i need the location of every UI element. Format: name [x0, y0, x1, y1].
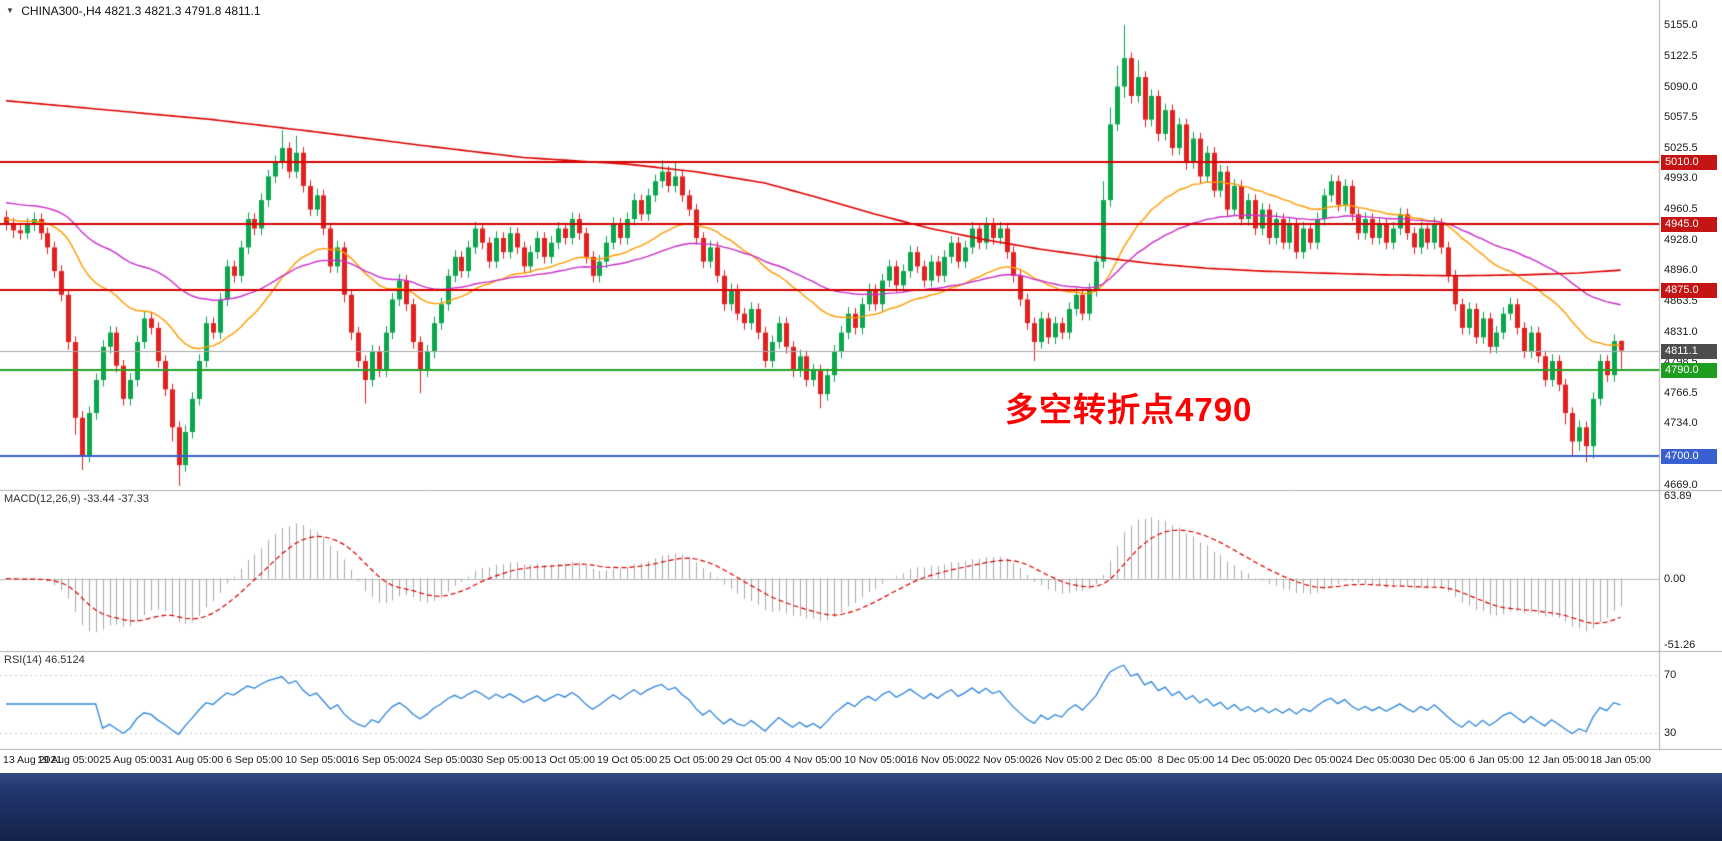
time-tick-label: 14 Dec 05:00	[1216, 754, 1280, 766]
symbol-dropdown-icon: ▼	[6, 6, 14, 15]
price-tag: 4945.0	[1661, 216, 1717, 232]
macd-label: MACD(12,26,9) -33.44 -37.33	[4, 493, 149, 505]
time-tick-label: 12 Jan 05:00	[1528, 754, 1589, 766]
price-tick-label: 4669.0	[1664, 479, 1698, 491]
time-tick-label: 10 Nov 05:00	[844, 754, 907, 766]
price-tick-label: 5090.0	[1664, 80, 1698, 93]
time-tick-label: 6 Sep 05:00	[226, 754, 283, 766]
price-tick-label: 4960.5	[1664, 203, 1698, 216]
price-tick-label: 4831.0	[1664, 325, 1698, 338]
time-tick-label: 25 Aug 05:00	[99, 754, 162, 766]
time-tick-label: 24 Dec 05:00	[1340, 754, 1404, 766]
time-tick-label: 20 Dec 05:00	[1278, 754, 1342, 766]
time-tick-label: 19 Aug 05:00	[37, 754, 100, 766]
price-tick-label: 5155.0	[1664, 19, 1698, 31]
price-tag: 5010.0	[1661, 155, 1717, 171]
rsi-tick-label: 70	[1664, 669, 1677, 681]
symbol-title: CHINA300-,H4	[21, 4, 102, 18]
time-tick-label: 13 Aug 2021	[3, 754, 62, 766]
macd-tick-label: 63.89	[1664, 490, 1692, 502]
time-tick-label: 30 Sep 05:00	[471, 754, 535, 766]
price-tag: 4811.1	[1661, 343, 1717, 359]
time-tick-label: 25 Oct 05:00	[659, 754, 720, 766]
time-tick-label: 4 Nov 05:00	[784, 754, 842, 766]
time-tick-label: 16 Sep 05:00	[347, 754, 410, 766]
time-tick-label: 31 Aug 05:00	[161, 754, 224, 766]
price-tick-label: 4896.0	[1664, 264, 1698, 277]
price-tick-label: 4766.5	[1664, 386, 1698, 399]
time-tick-label: 29 Oct 05:00	[721, 754, 782, 766]
time-tick-label: 2 Dec 05:00	[1095, 754, 1153, 766]
price-tick-label: 4734.0	[1664, 417, 1698, 430]
time-tick-label: 18 Jan 05:00	[1590, 754, 1651, 766]
symbol-info: ▼ CHINA300-,H4 4821.3 4821.3 4791.8 4811…	[6, 4, 261, 18]
time-tick-label: 24 Sep 05:00	[409, 754, 472, 766]
bottom-bar[interactable]	[0, 773, 1722, 841]
time-tick-label: 16 Nov 05:00	[906, 754, 969, 766]
time-tick-label: 22 Nov 05:00	[968, 754, 1031, 766]
chart-canvas[interactable]	[0, 0, 1722, 773]
time-tick-label: 30 Dec 05:00	[1403, 754, 1466, 766]
price-tick-label: 5122.5	[1664, 49, 1698, 62]
time-tick-label: 6 Jan 05:00	[1468, 754, 1524, 766]
price-tick-label: 4993.0	[1664, 172, 1698, 185]
price-tick-label: 5025.5	[1664, 141, 1698, 154]
annotation-text: 多空转折点4790	[1005, 391, 1253, 428]
time-tick-label: 13 Oct 05:00	[534, 754, 595, 766]
price-tick-label: 5057.5	[1664, 111, 1698, 124]
time-tick-label: 19 Oct 05:00	[596, 754, 658, 766]
symbol-quotes: 4821.3 4821.3 4791.8 4811.1	[104, 4, 261, 18]
price-tag: 4875.0	[1661, 283, 1717, 299]
rsi-tick-label: 30	[1664, 727, 1677, 739]
macd-tick-label: -51.26	[1664, 639, 1696, 651]
price-tag: 4700.0	[1661, 448, 1717, 464]
macd-tick-label: 0.00	[1664, 572, 1686, 585]
rsi-label: RSI(14) 46.5124	[4, 654, 85, 666]
time-tick-label: 26 Nov 05:00	[1030, 754, 1093, 766]
time-axis[interactable]: 13 Aug 2021 19 Aug 05:00 25 Aug 05:00 31 Au…	[0, 752, 1660, 772]
price-tag: 4790.0	[1661, 363, 1717, 379]
price-axis[interactable]: 5155.0 5122.5 5090.0 5057.5 5025.5 4993.0 4960…	[1660, 0, 1722, 751]
time-tick-label: 10 Sep 05:00	[285, 754, 348, 766]
time-tick-label: 8 Dec 05:00	[1157, 754, 1215, 766]
price-tick-label: 4928.0	[1664, 233, 1698, 246]
